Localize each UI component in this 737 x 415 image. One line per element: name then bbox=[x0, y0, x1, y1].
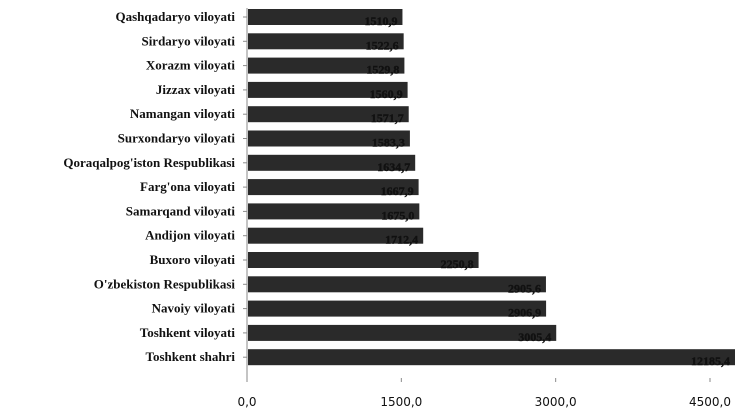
bar bbox=[248, 154, 416, 171]
value-label: 12185,4 bbox=[691, 354, 730, 368]
category-label: Jizzax viloyati bbox=[156, 82, 235, 97]
category-label: Farg'ona viloyati bbox=[140, 179, 235, 194]
value-label: 1667,9 bbox=[381, 184, 414, 198]
x-axis-tick-labels: 0,0 1500,0 3000,0 4500,0 bbox=[237, 395, 731, 409]
bars-group bbox=[248, 9, 735, 366]
value-label: 1634,7 bbox=[377, 160, 410, 174]
value-label: 1712,4 bbox=[385, 233, 418, 247]
bar bbox=[248, 57, 405, 74]
bar bbox=[248, 130, 410, 147]
x-tick-label: 0,0 bbox=[237, 395, 256, 409]
category-label: Andijon viloyati bbox=[145, 228, 235, 243]
x-tick-label: 3000,0 bbox=[535, 395, 577, 409]
value-label: 1571,7 bbox=[371, 111, 404, 125]
bar bbox=[248, 276, 546, 293]
bar bbox=[248, 106, 409, 123]
category-label: Surxondaryo viloyati bbox=[118, 131, 236, 146]
value-label: 1510,9 bbox=[364, 14, 397, 28]
category-label: O'zbekiston Respublikasi bbox=[94, 276, 236, 291]
category-label: Toshkent viloyati bbox=[140, 325, 236, 340]
category-label: Xorazm viloyati bbox=[146, 58, 236, 73]
bar bbox=[248, 300, 547, 317]
category-label: Qoraqalpog'iston Respublikasi bbox=[63, 155, 235, 170]
bar bbox=[248, 81, 408, 98]
value-label: 1529,8 bbox=[366, 63, 399, 77]
value-label: 1675,0 bbox=[381, 208, 414, 222]
bar bbox=[248, 179, 419, 196]
value-label: 1583,3 bbox=[372, 136, 405, 150]
category-label: Sirdaryo viloyati bbox=[141, 33, 235, 48]
category-labels: Qashqadaryo viloyati Sirdaryo viloyati Xor… bbox=[63, 9, 235, 364]
bar bbox=[248, 349, 735, 366]
x-axis-tick-marks bbox=[243, 16, 711, 382]
category-label: Qashqadaryo viloyati bbox=[115, 9, 235, 24]
bar bbox=[248, 9, 403, 25]
category-label: Namangan viloyati bbox=[130, 106, 235, 121]
x-tick-label: 4500,0 bbox=[689, 395, 731, 409]
value-label: 1560,9 bbox=[370, 87, 403, 101]
value-label: 1522,6 bbox=[366, 38, 399, 52]
x-tick-label: 1500,0 bbox=[380, 395, 422, 409]
value-label: 3005,4 bbox=[518, 330, 551, 344]
value-label: 2906,9 bbox=[508, 306, 541, 320]
bar bbox=[248, 252, 479, 268]
category-label: Navoiy viloyati bbox=[152, 301, 236, 316]
bar bbox=[248, 227, 424, 244]
category-label: Toshkent shahri bbox=[146, 349, 236, 364]
category-label: Samarqand viloyati bbox=[126, 203, 236, 218]
category-label: Buxoro viloyati bbox=[150, 252, 236, 267]
bar bbox=[248, 203, 420, 220]
value-label: 2250,8 bbox=[441, 257, 474, 271]
bar bbox=[248, 33, 404, 50]
value-labels: 1510,9 1522,6 1529,8 1560,9 1571,7 1583,3 1634… bbox=[364, 14, 730, 369]
value-label: 2905,6 bbox=[508, 281, 541, 295]
bar bbox=[248, 324, 557, 341]
